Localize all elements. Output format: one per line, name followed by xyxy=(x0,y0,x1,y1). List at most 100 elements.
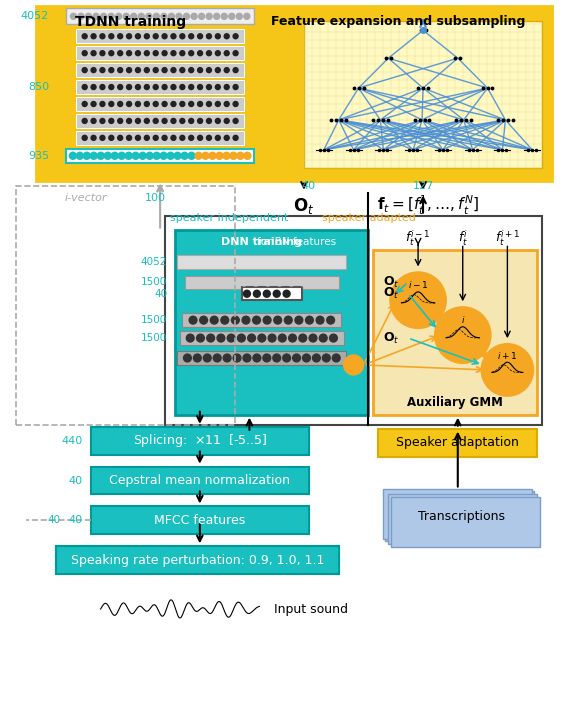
Circle shape xyxy=(215,34,220,39)
Circle shape xyxy=(132,153,139,159)
Text: $f_t^{i-1}$: $f_t^{i-1}$ xyxy=(405,229,430,248)
Circle shape xyxy=(189,102,194,106)
Circle shape xyxy=(117,67,123,72)
Circle shape xyxy=(300,278,307,286)
Circle shape xyxy=(210,316,218,324)
Circle shape xyxy=(171,119,176,124)
Circle shape xyxy=(100,102,105,106)
Circle shape xyxy=(224,84,229,89)
Circle shape xyxy=(162,136,167,141)
Circle shape xyxy=(82,50,87,55)
Circle shape xyxy=(100,84,105,89)
Circle shape xyxy=(131,13,137,19)
Circle shape xyxy=(268,334,276,342)
Text: $\mathbf{O}_t$: $\mathbf{O}_t$ xyxy=(293,195,315,216)
Circle shape xyxy=(233,34,238,39)
Circle shape xyxy=(82,67,87,72)
Circle shape xyxy=(248,334,256,342)
Text: 4052: 4052 xyxy=(21,11,49,21)
Circle shape xyxy=(229,13,235,19)
Circle shape xyxy=(323,354,330,362)
Circle shape xyxy=(135,67,140,72)
Circle shape xyxy=(215,119,220,124)
Circle shape xyxy=(100,119,105,124)
Circle shape xyxy=(91,136,96,141)
Circle shape xyxy=(206,84,211,89)
Circle shape xyxy=(138,13,144,19)
Circle shape xyxy=(126,34,132,39)
Circle shape xyxy=(109,34,114,39)
Circle shape xyxy=(109,50,114,55)
Circle shape xyxy=(171,136,176,141)
Circle shape xyxy=(302,354,310,362)
Circle shape xyxy=(276,278,283,286)
Circle shape xyxy=(284,316,292,324)
Text: Splicing:  $\times$11  [-5..5]: Splicing: $\times$11 [-5..5] xyxy=(133,432,267,449)
Circle shape xyxy=(181,153,188,159)
Circle shape xyxy=(126,136,132,141)
Circle shape xyxy=(233,67,238,72)
Text: speaker independent: speaker independent xyxy=(170,212,289,222)
Circle shape xyxy=(171,102,176,106)
Bar xyxy=(66,149,255,163)
Circle shape xyxy=(312,354,320,362)
Circle shape xyxy=(233,354,241,362)
Circle shape xyxy=(144,119,149,124)
Circle shape xyxy=(184,354,191,362)
Circle shape xyxy=(215,136,220,141)
Bar xyxy=(76,131,244,145)
Bar xyxy=(183,313,341,327)
Text: $\mathbf{O}_t$: $\mathbf{O}_t$ xyxy=(383,275,400,290)
Circle shape xyxy=(153,34,158,39)
Circle shape xyxy=(180,119,185,124)
Circle shape xyxy=(215,50,220,55)
Circle shape xyxy=(117,136,123,141)
Circle shape xyxy=(90,153,97,159)
Circle shape xyxy=(207,258,215,266)
Circle shape xyxy=(263,316,271,324)
Text: 1500: 1500 xyxy=(141,278,167,288)
Circle shape xyxy=(176,13,182,19)
Circle shape xyxy=(117,84,123,89)
Circle shape xyxy=(227,334,235,342)
Circle shape xyxy=(91,34,96,39)
Bar xyxy=(56,546,339,574)
Circle shape xyxy=(319,334,327,342)
Circle shape xyxy=(273,290,280,297)
Circle shape xyxy=(126,102,132,106)
Circle shape xyxy=(332,354,340,362)
Circle shape xyxy=(237,153,244,159)
Circle shape xyxy=(344,355,364,375)
Bar xyxy=(185,275,339,289)
Circle shape xyxy=(274,316,282,324)
Text: Transcriptions: Transcriptions xyxy=(418,510,505,523)
Circle shape xyxy=(180,84,185,89)
Text: Input sound: Input sound xyxy=(274,603,348,616)
Text: Speaker adaptation: Speaker adaptation xyxy=(396,436,519,449)
Circle shape xyxy=(187,334,194,342)
Bar xyxy=(90,506,309,535)
Circle shape xyxy=(193,278,201,286)
Circle shape xyxy=(309,258,316,266)
Circle shape xyxy=(306,316,314,324)
Circle shape xyxy=(293,354,301,362)
Circle shape xyxy=(171,84,176,89)
Circle shape xyxy=(299,334,307,342)
Circle shape xyxy=(391,273,446,328)
Circle shape xyxy=(153,153,160,159)
Circle shape xyxy=(162,102,167,106)
Bar xyxy=(16,186,234,425)
Circle shape xyxy=(135,50,140,55)
Circle shape xyxy=(161,13,167,19)
Bar xyxy=(76,29,244,43)
Text: $\mathbf{O}_t$: $\mathbf{O}_t$ xyxy=(383,331,400,346)
Bar xyxy=(178,256,346,269)
Circle shape xyxy=(144,34,149,39)
Circle shape xyxy=(139,153,146,159)
Circle shape xyxy=(126,84,132,89)
Circle shape xyxy=(125,153,132,159)
Bar xyxy=(76,63,244,77)
Circle shape xyxy=(162,84,167,89)
Circle shape xyxy=(206,67,211,72)
Bar xyxy=(373,251,537,415)
